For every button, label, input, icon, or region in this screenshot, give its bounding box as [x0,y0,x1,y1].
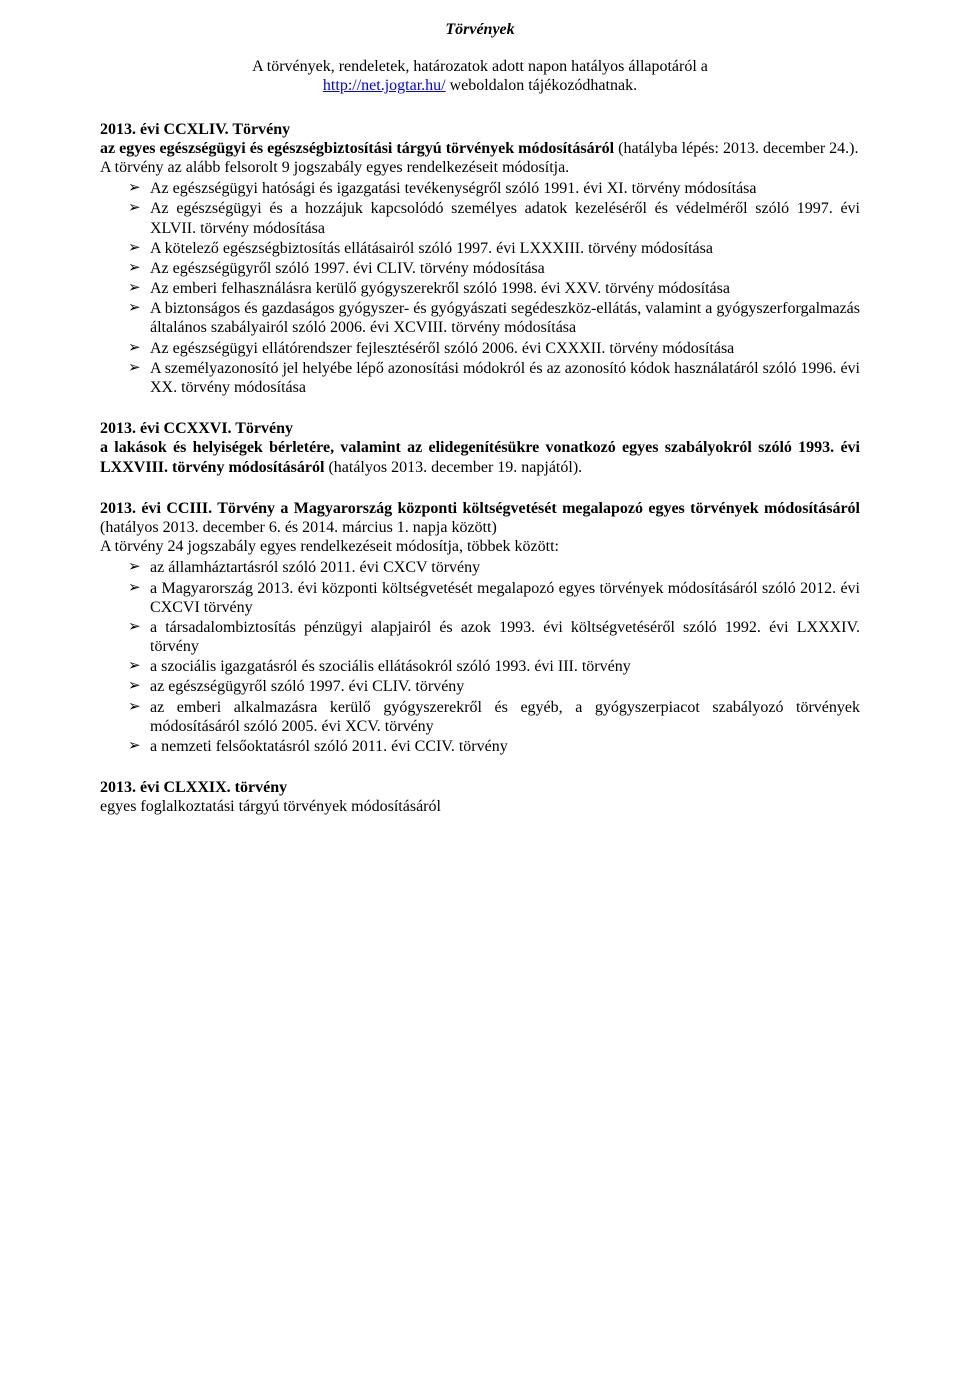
list-item: Az emberi felhasználásra kerülő gyógysze… [128,279,860,298]
intro-block: A törvények, rendeletek, határozatok ado… [100,57,860,95]
list-item: A biztonságos és gazdaságos gyógyszer- é… [128,299,860,337]
intro-line-2-rest: weboldalon tájékozódhatnak. [446,77,638,94]
list-item: a szociális igazgatásról és szociális el… [128,657,860,676]
section-cciii: 2013. évi CCIII. Törvény a Magyarország … [100,499,860,756]
list-item: Az egészségügyi ellátórendszer fejleszté… [128,339,860,358]
section-list: Az egészségügyi hatósági és igazgatási t… [100,179,860,397]
list-item: a társadalombiztosítás pénzügyi alapjair… [128,618,860,656]
list-item: A személyazonosító jel helyébe lépő azon… [128,359,860,397]
list-item: Az egészségügyről szóló 1997. évi CLIV. … [128,259,860,278]
section-heading: 2013. évi CCXLIV. Törvény [100,121,290,138]
list-item: A kötelező egészségbiztosítás ellátásair… [128,239,860,258]
section-heading: 2013. évi CCIII. Törvény a Magyarország … [100,500,860,517]
list-item: Az egészségügyi hatósági és igazgatási t… [128,179,860,198]
section-ccxxvi: 2013. évi CCXXVI. Törvény a lakások és h… [100,419,860,477]
list-item: Az egészségügyi és a hozzájuk kapcsolódó… [128,199,860,237]
section-list: az államháztartásról szóló 2011. évi CXC… [100,558,860,756]
section-heading: 2013. évi CLXXIX. törvény [100,779,287,796]
section-ccxliv: 2013. évi CCXLIV. Törvény az egyes egész… [100,120,860,398]
section-body-plain: (hatályos 2013. december 6. és 2014. már… [100,519,497,536]
list-item: az emberi alkalmazásra kerülő gyógyszere… [128,698,860,736]
list-item: az államháztartásról szóló 2011. évi CXC… [128,558,860,577]
list-item: az egészségügyről szóló 1997. évi CLIV. … [128,677,860,696]
list-item: a Magyarország 2013. évi központi költsé… [128,579,860,617]
list-item: a nemzeti felsőoktatásról szóló 2011. év… [128,737,860,756]
section-body-line3: A törvény az alább felsorolt 9 jogszabál… [100,158,860,177]
section-clxxix: 2013. évi CLXXIX. törvény egyes foglalko… [100,778,860,816]
section-body-plain: (hatályos 2013. december 19. napjától). [328,459,582,476]
page-title: Törvények [100,20,860,39]
intro-link[interactable]: http://net.jogtar.hu/ [323,77,446,94]
section-body-line2: A törvény 24 jogszabály egyes rendelkezé… [100,537,860,556]
section-body-plain: egyes foglalkoztatási tárgyú törvények m… [100,797,860,816]
intro-line-1: A törvények, rendeletek, határozatok ado… [100,57,860,76]
section-body-bold: az egyes egészségügyi és egészségbiztosí… [100,140,618,157]
section-body-plain: (hatályba lépés: 2013. december 24.). [618,140,858,157]
section-heading: 2013. évi CCXXVI. Törvény [100,420,293,437]
